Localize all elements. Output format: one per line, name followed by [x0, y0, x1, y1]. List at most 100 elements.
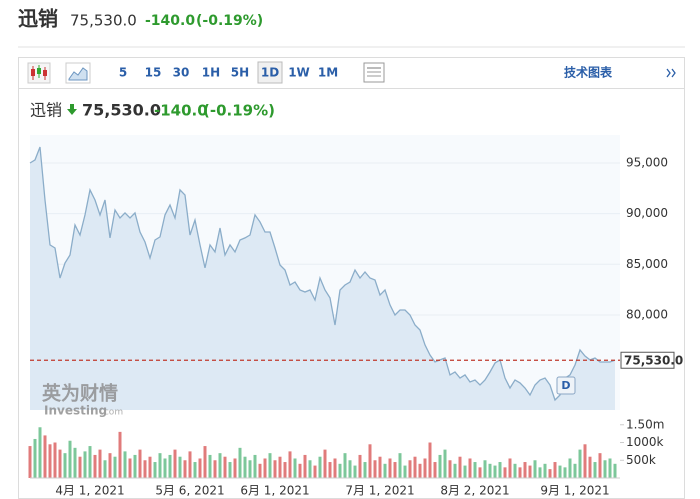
candle-icon[interactable]	[27, 62, 51, 84]
icon-area	[68, 67, 88, 81]
watermark-brand: 英为财情	[42, 382, 118, 405]
down-arrow	[67, 104, 77, 115]
volume-bar	[243, 456, 247, 478]
volume-bar	[68, 440, 72, 478]
volume-bar	[468, 458, 472, 478]
volume-bar	[353, 465, 357, 478]
volume-bar	[93, 454, 97, 478]
chart-change: -140.0	[154, 102, 208, 120]
x-tick-label: 7月 1, 2021	[345, 484, 414, 498]
volume-bar	[433, 462, 437, 478]
volume-bar	[173, 449, 177, 478]
volume-bar	[133, 454, 137, 478]
y-tick-label: 80,000	[626, 307, 668, 321]
y-tick-label: 90,000	[626, 206, 668, 220]
volume-bar	[543, 463, 547, 478]
volume-bar	[453, 463, 457, 478]
interval-button[interactable]: 5H	[231, 66, 249, 80]
watermark-domain: .com	[101, 408, 123, 418]
volume-bar	[358, 454, 362, 478]
volume-bar	[483, 460, 487, 478]
volume-bar	[343, 453, 347, 478]
link-arrow	[666, 68, 676, 78]
volume-bar	[198, 458, 202, 478]
volume-bar	[233, 458, 237, 478]
annotation-box	[556, 376, 576, 395]
volume-bar	[588, 456, 592, 478]
volume-bar	[63, 453, 67, 478]
current-price-label: 75,530.0	[624, 354, 683, 368]
volume-bar	[143, 460, 147, 478]
volume-bar	[363, 462, 367, 478]
volume-bar	[418, 463, 422, 478]
volume-bar	[578, 449, 582, 478]
volume-tick-label: 1000k	[626, 435, 664, 449]
volume-bar	[328, 462, 332, 478]
volume-bar	[158, 453, 162, 478]
volume-bar	[428, 442, 432, 478]
volume-bar	[153, 462, 157, 478]
stock-name: 迅销	[18, 7, 58, 31]
volume-bar	[338, 463, 342, 478]
volume-bar	[128, 458, 132, 478]
volume-bar	[548, 469, 552, 478]
volume-bar	[403, 465, 407, 478]
area-icon[interactable]	[65, 62, 91, 84]
volume-bar	[43, 435, 47, 478]
annotation: D	[561, 379, 570, 392]
volume-bar	[458, 456, 462, 478]
volume-bar	[293, 458, 297, 478]
volume-bar	[213, 460, 217, 478]
volume-bar	[248, 460, 252, 478]
volume-bar	[553, 462, 557, 478]
volume-bar	[303, 454, 307, 478]
volume-bar	[573, 463, 577, 478]
x-tick-label: 6月 1, 2021	[240, 484, 309, 498]
volume-bar	[218, 453, 222, 478]
volume-bar	[283, 462, 287, 478]
volume-bar	[123, 451, 127, 478]
x-tick-label: 9月 1, 2021	[540, 484, 609, 498]
chart-stock-name: 迅销	[30, 101, 62, 120]
volume-bar	[288, 451, 292, 478]
current-price-box	[620, 351, 675, 369]
volume-bar	[583, 444, 587, 478]
volume-bar	[263, 458, 267, 478]
stock-change: -140.0	[145, 13, 195, 29]
volume-bar	[393, 462, 397, 478]
tech-chart-link[interactable]: 技术图表	[564, 65, 613, 80]
volume-bar	[258, 463, 262, 478]
volume-bar	[253, 454, 257, 478]
volume-bar	[603, 460, 607, 478]
volume-bar	[28, 446, 32, 478]
volume-bar	[473, 462, 477, 478]
volume-bar	[168, 454, 172, 478]
interval-button[interactable]: 1W	[288, 66, 310, 80]
x-tick-label: 4月 1, 2021	[55, 484, 124, 498]
interval-button[interactable]: 30	[173, 66, 190, 80]
volume-bar	[478, 467, 482, 478]
interval-button[interactable]: 1H	[202, 66, 220, 80]
volume-bar	[368, 444, 372, 478]
volume-bar	[533, 460, 537, 478]
volume-bar	[48, 444, 52, 478]
interval-button[interactable]: 15	[145, 66, 162, 80]
price-line	[29, 146, 616, 402]
volume-bar	[108, 453, 112, 478]
interval-button[interactable]: 1D	[261, 66, 279, 80]
y-tick-label: 95,000	[626, 155, 668, 169]
volume-bar	[78, 456, 82, 478]
volume-bar	[113, 456, 117, 478]
volume-bar	[228, 462, 232, 478]
volume-bar	[193, 462, 197, 478]
volume-bar	[308, 460, 312, 478]
volume-bar	[493, 465, 497, 478]
volume-bar	[333, 458, 337, 478]
interval-button[interactable]: 5	[119, 66, 127, 80]
volume-bar	[373, 460, 377, 478]
interval-button[interactable]: 1M	[318, 66, 338, 80]
plot: 80,000 85,000 90,000 95,000 75,530.0 D 英为财情Inv…	[28, 135, 683, 498]
volume-bar	[568, 458, 572, 478]
table-icon[interactable]	[363, 62, 385, 83]
